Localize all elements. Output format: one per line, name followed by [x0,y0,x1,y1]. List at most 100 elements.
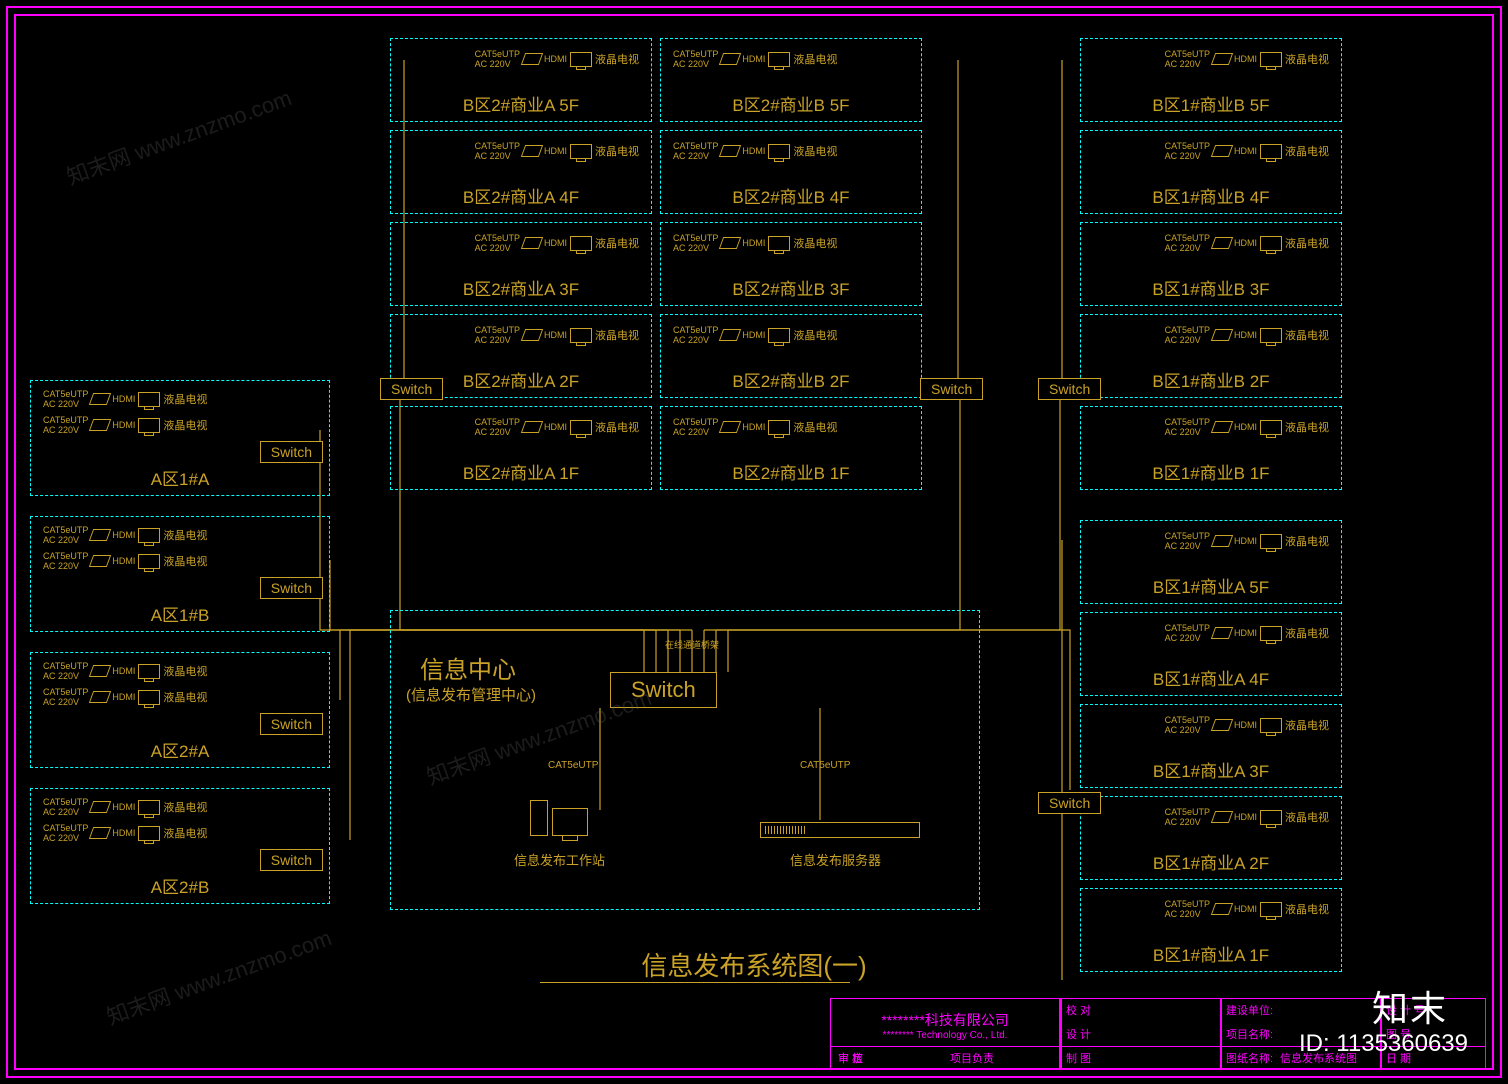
tv-icon [570,328,592,343]
zone-label: B区2#商业B 5F [732,91,849,116]
cable: CAT5eUTPAC 220V [43,415,88,435]
zone-label: B区2#商业A 4F [463,183,579,208]
tv-label: 液晶电视 [163,689,207,705]
cable: CAT5eUTPAC 220V [673,325,718,345]
tv-icon [1260,902,1282,917]
zone-label: B区2#商业B 4F [732,183,849,208]
zone-label: A区2#A [151,737,210,762]
tray-label: 在线通道桥架 [665,638,719,651]
switch-col2: Switch [920,378,983,400]
hdmi: HDMI [544,422,567,432]
zone-label: A区2#B [151,873,210,898]
zone-B区2#商业B 2F: 液晶电视HDMICAT5eUTPAC 220VB区2#商业B 2F [660,314,922,398]
stb-icon [89,801,111,813]
cable: CAT5eUTPAC 220V [475,141,520,161]
tv-label: 液晶电视 [1285,625,1329,641]
stb-icon [1211,145,1233,157]
hdmi: HDMI [112,530,135,540]
tv-icon [138,826,160,841]
hdmi: HDMI [1234,536,1257,546]
cable: CAT5eUTPAC 220V [43,823,88,843]
stb-icon [1211,237,1233,249]
zone-B区1#商业A 3F: CAT5eUTPAC 220VHDMI液晶电视B区1#商业A 3F [1080,704,1342,788]
zone-label: B区2#商业B 1F [732,459,849,484]
hdmi: HDMI [1234,628,1257,638]
tv-label: 液晶电视 [163,417,207,433]
cable: CAT5eUTPAC 220V [43,687,88,707]
zone-B区1#商业B 2F: CAT5eUTPAC 220VHDMI液晶电视B区1#商业B 2F [1080,314,1342,398]
stb-icon [1211,53,1233,65]
tb-f7: 项目名称: [1226,1026,1273,1042]
zone-B区1#商业B 5F: CAT5eUTPAC 220VHDMI液晶电视B区1#商业B 5F [1080,38,1342,122]
tv-icon [1260,144,1282,159]
stb-icon [1211,421,1233,433]
stb-icon [89,665,111,677]
stb-icon [89,691,111,703]
server-icon [760,822,920,838]
zone-A区1#A: 液晶电视HDMICAT5eUTPAC 220V液晶电视HDMICAT5eUTPA… [30,380,330,496]
switch-col1: Switch [380,378,443,400]
hdmi: HDMI [112,692,135,702]
tb-f5: 制 图 [1066,1050,1091,1066]
hdmi: HDMI [1234,54,1257,64]
stb-icon [89,393,111,405]
title-underline [540,982,850,983]
zone-B区2#商业A 4F: CAT5eUTPAC 220VHDMI液晶电视B区2#商业A 4F [390,130,652,214]
stb-icon [719,145,741,157]
zone-label: B区1#商业B 4F [1152,183,1269,208]
stb-icon [1211,811,1233,823]
tv-icon [570,236,592,251]
tv-label: 液晶电视 [163,391,207,407]
zone-B区2#商业B 4F: 液晶电视HDMICAT5eUTPAC 220VB区2#商业B 4F [660,130,922,214]
cable: CAT5eUTPAC 220V [43,525,88,545]
cable: CAT5eUTPAC 220V [43,661,88,681]
hdmi: HDMI [1234,422,1257,432]
zone-B区2#商业B 1F: 液晶电视HDMICAT5eUTPAC 220VB区2#商业B 1F [660,406,922,490]
cable-right: CAT5eUTP [800,760,850,771]
zone-label: B区1#商业A 1F [1153,941,1269,966]
tv-label: 液晶电视 [163,799,207,815]
tv-label: 液晶电视 [793,327,837,343]
stb-icon [89,529,111,541]
stb-icon [1211,329,1233,341]
hdmi: HDMI [112,666,135,676]
hdmi: HDMI [112,802,135,812]
zone-B区1#商业A 4F: CAT5eUTPAC 220VHDMI液晶电视B区1#商业A 4F [1080,612,1342,696]
cable: CAT5eUTPAC 220V [1165,899,1210,919]
cable-left: CAT5eUTP [548,760,598,771]
drawing-title: 信息发布系统图(一) [641,946,866,983]
cable: CAT5eUTPAC 220V [475,325,520,345]
stb-icon [521,329,543,341]
tv-icon [1260,810,1282,825]
zone-label: B区2#商业A 5F [463,91,579,116]
tv-icon [570,420,592,435]
cable: CAT5eUTPAC 220V [43,797,88,817]
tv-label: 液晶电视 [1285,717,1329,733]
hdmi: HDMI [1234,904,1257,914]
zone-B区2#商业A 5F: CAT5eUTPAC 220VHDMI液晶电视B区2#商业A 5F [390,38,652,122]
hdmi: HDMI [1234,812,1257,822]
tb-f8: 图纸名称: [1226,1050,1273,1066]
stb-icon [521,237,543,249]
hdmi: HDMI [112,828,135,838]
tv-label: 液晶电视 [595,419,639,435]
stb-icon [89,827,111,839]
switch: Switch [260,441,323,463]
zone-label: B区2#商业B 3F [732,275,849,300]
cable: CAT5eUTPAC 220V [475,49,520,69]
tv-label: 液晶电视 [1285,51,1329,67]
zone-B区1#商业B 4F: CAT5eUTPAC 220VHDMI液晶电视B区1#商业B 4F [1080,130,1342,214]
tb-div2 [1220,998,1222,1070]
zone-label: B区2#商业A 1F [463,459,579,484]
watermark-logo: 知末 [1372,980,1448,1032]
tv-label: 液晶电视 [163,825,207,841]
zone-B区2#商业B 3F: 液晶电视HDMICAT5eUTPAC 220VB区2#商业B 3F [660,222,922,306]
hdmi: HDMI [112,420,135,430]
tv-icon [138,392,160,407]
cable: CAT5eUTPAC 220V [1165,233,1210,253]
zone-label: B区1#商业B 2F [1152,367,1269,392]
hdmi: HDMI [544,146,567,156]
stb-icon [719,421,741,433]
cable: CAT5eUTPAC 220V [1165,417,1210,437]
zone-B区1#商业A 1F: CAT5eUTPAC 220VHDMI液晶电视B区1#商业A 1F [1080,888,1342,972]
